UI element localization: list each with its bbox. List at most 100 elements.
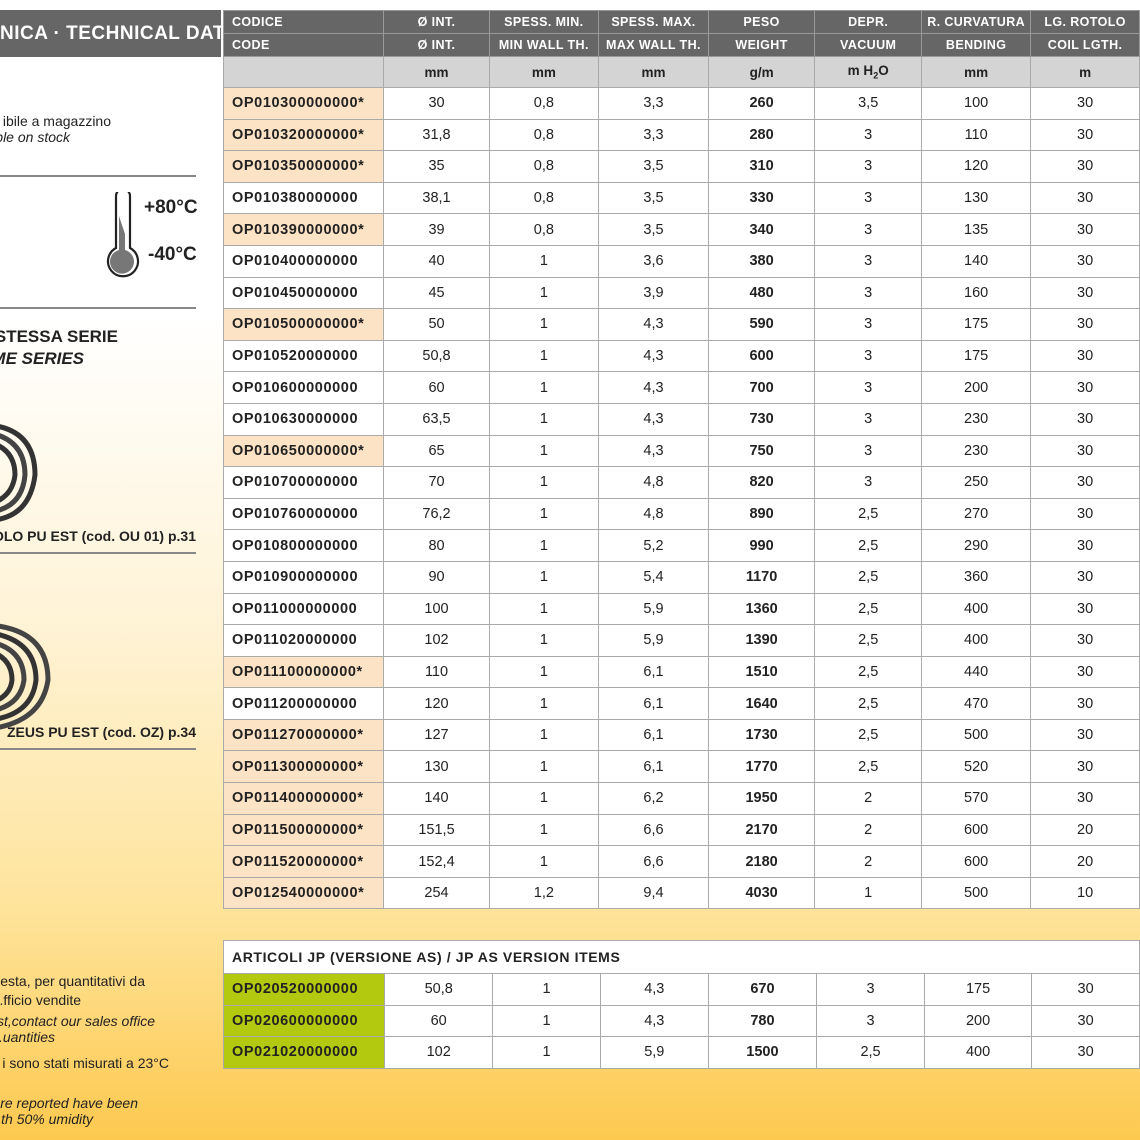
cell-bending-radius: 250 (921, 466, 1032, 499)
cell-coil-length: 30 (1030, 150, 1140, 183)
cell-min-wall: 0,8 (488, 118, 600, 152)
cell-vacuum: 2,5 (814, 592, 923, 626)
cell-max-wall: 5,9 (598, 624, 709, 657)
cell-max-wall: 6,2 (598, 782, 709, 815)
jp-cell-code: OP020600000000 (222, 1004, 386, 1038)
table-row: OP011270000000* 127 1 6,1 1730 2,5 500 30 (222, 718, 1140, 752)
jp-cell-bending-radius: 200 (924, 1004, 1033, 1038)
header-it-min-wall: SPESS. MIN. (488, 10, 600, 34)
cell-max-wall: 4,3 (598, 371, 709, 404)
cell-bending-radius: 200 (921, 371, 1032, 404)
cell-max-wall: 3,5 (598, 213, 709, 246)
cell-min-wall: 1 (488, 655, 600, 689)
cell-coil-length: 30 (1030, 529, 1140, 562)
cell-code: OP010450000000 (222, 276, 385, 310)
cell-inner-diameter: 40 (383, 244, 490, 278)
cell-bending-radius: 520 (921, 750, 1032, 784)
cell-code: OP010390000000* (222, 213, 385, 246)
same-series-en: AME SERIES (0, 349, 84, 368)
related-eolo-link[interactable]: EOLO PU EST (cod. OU 01) p.31 (0, 528, 196, 544)
cell-min-wall: 1 (488, 402, 600, 436)
cell-coil-length: 30 (1030, 687, 1140, 720)
table-row: OP010390000000* 39 0,8 3,5 340 3 135 30 (222, 213, 1140, 246)
cell-code: OP010500000000* (222, 308, 385, 341)
cell-min-wall: 1 (488, 434, 600, 468)
cell-weight: 700 (707, 371, 816, 404)
note-en-3: ere reported have been (0, 1095, 138, 1111)
cell-max-wall: 6,1 (598, 750, 709, 784)
jp-cell-weight: 670 (707, 973, 818, 1006)
jp-cell-min-wall: 1 (492, 973, 601, 1006)
cell-coil-length: 30 (1030, 466, 1140, 499)
cell-max-wall: 9,4 (598, 876, 709, 910)
cell-coil-length: 20 (1030, 845, 1140, 878)
jp-cell-inner-diameter: 60 (384, 1004, 494, 1038)
jp-items-table: ARTICOLI JP (VERSIONE AS) / JP AS VERSIO… (222, 940, 1140, 1069)
table-row: OP010300000000* 30 0,8 3,3 260 3,5 100 30 (222, 87, 1140, 120)
cell-max-wall: 3,9 (598, 276, 709, 310)
note-it-2: fficio vendite. (0, 992, 81, 1008)
cell-bending-radius: 120 (921, 150, 1032, 183)
cell-max-wall: 6,1 (598, 655, 709, 689)
cell-coil-length: 20 (1030, 813, 1140, 847)
jp-cell-coil-length: 30 (1031, 1004, 1140, 1038)
cell-bending-radius: 110 (921, 118, 1032, 152)
cell-weight: 4030 (707, 876, 816, 910)
cell-inner-diameter: 127 (383, 718, 490, 752)
cell-coil-length: 30 (1030, 244, 1140, 278)
cell-min-wall: 1 (488, 687, 600, 720)
cell-min-wall: 1 (488, 244, 600, 278)
cell-weight: 590 (707, 308, 816, 341)
cell-inner-diameter: 80 (383, 529, 490, 562)
cell-vacuum: 2,5 (814, 750, 923, 784)
unit-min-wall: mm (488, 56, 600, 88)
cell-bending-radius: 290 (921, 529, 1032, 562)
cell-code: OP010630000000 (222, 402, 385, 436)
cell-weight: 1640 (707, 687, 816, 720)
cell-weight: 260 (707, 87, 816, 120)
cell-min-wall: 1 (488, 497, 600, 531)
cell-min-wall: 1,2 (488, 876, 600, 910)
section-title: NICA · TECHNICAL DATA (0, 10, 221, 57)
header-en-inner-diameter: Ø INT. (383, 33, 490, 57)
jp-cell-inner-diameter: 102 (384, 1036, 494, 1069)
cell-vacuum: 3 (814, 434, 923, 468)
cell-max-wall: 4,3 (598, 402, 709, 436)
header-en-coil-length: COIL LGTH. (1030, 33, 1140, 57)
cell-min-wall: 1 (488, 466, 600, 499)
table-row: OP010760000000 76,2 1 4,8 890 2,5 270 30 (222, 497, 1140, 531)
cell-vacuum: 2,5 (814, 687, 923, 720)
cell-bending-radius: 130 (921, 181, 1032, 215)
unit-max-wall: mm (598, 56, 709, 88)
cell-weight: 330 (707, 181, 816, 215)
cell-min-wall: 1 (488, 308, 600, 341)
cell-min-wall: 1 (488, 276, 600, 310)
cell-inner-diameter: 151,5 (383, 813, 490, 847)
cell-code: OP010600000000 (222, 371, 385, 404)
cell-code: OP010760000000 (222, 497, 385, 531)
cell-max-wall: 5,4 (598, 560, 709, 594)
cell-weight: 2170 (707, 813, 816, 847)
cell-inner-diameter: 50 (383, 308, 490, 341)
header-it-inner-diameter: Ø INT. (383, 10, 490, 34)
cell-bending-radius: 175 (921, 339, 1032, 373)
cell-min-wall: 0,8 (488, 87, 600, 120)
cell-weight: 1170 (707, 560, 816, 594)
table-row: OP010650000000* 65 1 4,3 750 3 230 30 (222, 434, 1140, 468)
cell-bending-radius: 600 (921, 813, 1032, 847)
cell-weight: 310 (707, 150, 816, 183)
cell-inner-diameter: 35 (383, 150, 490, 183)
related-zeus-link[interactable]: ZEUS PU EST (cod. OZ) p.34 (6, 724, 196, 740)
unit-inner-diameter: mm (383, 56, 490, 88)
cell-vacuum: 3 (814, 466, 923, 499)
jp-cell-weight: 780 (707, 1004, 818, 1038)
cell-inner-diameter: 65 (383, 434, 490, 468)
cell-weight: 340 (707, 213, 816, 246)
cell-bending-radius: 230 (921, 434, 1032, 468)
cell-bending-radius: 500 (921, 718, 1032, 752)
cell-vacuum: 2,5 (814, 624, 923, 657)
jp-cell-code: OP020520000000 (222, 973, 386, 1006)
cell-max-wall: 3,3 (598, 87, 709, 120)
jp-cell-inner-diameter: 50,8 (384, 973, 494, 1006)
cell-bending-radius: 230 (921, 402, 1032, 436)
